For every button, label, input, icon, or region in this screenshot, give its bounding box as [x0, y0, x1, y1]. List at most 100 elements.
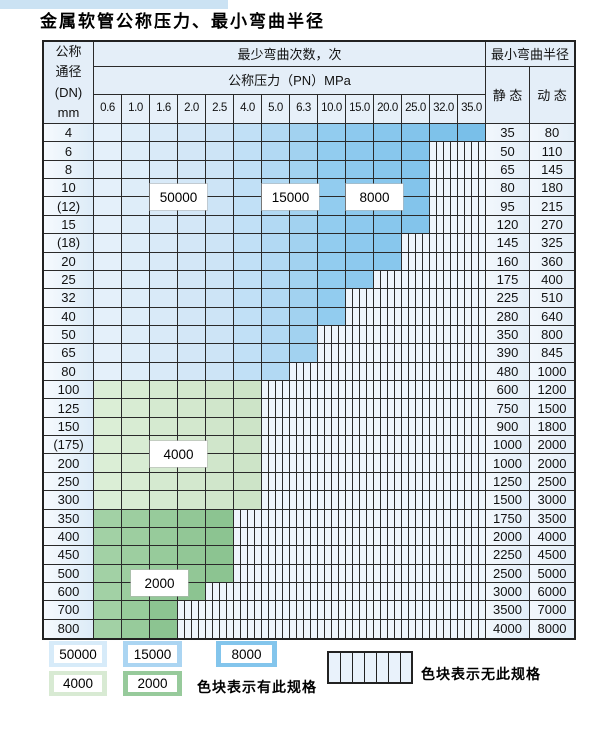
pn-available-cell	[122, 160, 150, 180]
pn-available-cell	[94, 472, 122, 492]
pn-available-cell	[122, 179, 150, 198]
pn-available-cell	[402, 142, 430, 161]
pn-no-spec-cell	[346, 527, 374, 547]
pn-available-cell	[94, 307, 122, 326]
static-radius-cell: 225	[486, 289, 530, 308]
pn-available-cell	[94, 325, 122, 345]
dynamic-radius-cell: 80	[530, 124, 574, 143]
pn-available-cell	[346, 252, 374, 271]
pn-no-spec-cell	[374, 289, 402, 308]
dn-column-header: 公称 通径 (DN) mm	[44, 42, 94, 124]
legend-swatch-label: 50000	[54, 645, 102, 663]
pn-available-cell	[290, 325, 318, 345]
pn-no-spec-cell	[318, 344, 346, 363]
pn-no-spec-cell	[206, 582, 234, 602]
pn-available-cell	[234, 381, 262, 400]
pn-available-cell	[122, 124, 150, 143]
static-radius-cell: 390	[486, 344, 530, 363]
pn-no-spec-cell	[458, 399, 486, 418]
pn-col-header: 0.6	[94, 95, 122, 124]
pn-available-cell	[178, 344, 206, 363]
pn-no-spec-cell	[402, 307, 430, 326]
pn-no-spec-cell	[206, 601, 234, 620]
pn-no-spec-cell	[262, 454, 290, 473]
pn-available-cell	[150, 215, 178, 235]
pn-available-cell	[122, 252, 150, 271]
pn-no-spec-cell	[430, 601, 458, 620]
pn-no-spec-cell	[430, 509, 458, 528]
pn-available-cell	[290, 142, 318, 161]
dn-cell: 700	[44, 601, 94, 620]
pn-no-spec-cell	[430, 289, 458, 308]
pn-available-cell	[122, 215, 150, 235]
pn-available-cell	[206, 399, 234, 418]
pn-available-cell	[234, 179, 262, 198]
pn-col-header: 32.0	[430, 95, 458, 124]
pn-available-cell	[94, 509, 122, 528]
pn-no-spec-cell	[290, 399, 318, 418]
pn-no-spec-cell	[458, 362, 486, 381]
pn-no-spec-cell	[346, 417, 374, 437]
pn-available-cell	[122, 417, 150, 437]
pn-no-spec-cell	[402, 234, 430, 253]
pn-available-cell	[206, 124, 234, 143]
pn-no-spec-cell	[458, 270, 486, 290]
pn-no-spec-cell	[430, 399, 458, 418]
pn-available-cell	[178, 491, 206, 510]
pn-available-cell	[178, 160, 206, 180]
pn-no-spec-cell	[262, 546, 290, 565]
pn-no-spec-cell	[458, 160, 486, 180]
dynamic-radius-cell: 1500	[530, 399, 574, 418]
pn-available-cell	[234, 252, 262, 271]
pn-available-cell	[178, 142, 206, 161]
pn-available-cell	[150, 472, 178, 492]
pn-available-cell	[178, 234, 206, 253]
pn-available-cell	[122, 546, 150, 565]
pn-no-spec-cell	[458, 307, 486, 326]
pn-no-spec-cell	[402, 381, 430, 400]
pn-available-cell	[262, 215, 290, 235]
legend-swatch-label: 2000	[128, 675, 177, 692]
pn-no-spec-cell	[290, 527, 318, 547]
pn-no-spec-cell	[402, 601, 430, 620]
pn-available-cell	[178, 124, 206, 143]
pn-available-cell	[94, 124, 122, 143]
pn-available-cell	[94, 362, 122, 381]
pn-available-cell	[234, 399, 262, 418]
pn-available-cell	[178, 270, 206, 290]
pn-available-cell	[234, 307, 262, 326]
static-radius-cell: 3500	[486, 601, 530, 620]
pn-available-cell	[206, 527, 234, 547]
pn-available-cell	[262, 142, 290, 161]
pn-no-spec-cell	[374, 325, 402, 345]
pn-no-spec-cell	[458, 454, 486, 473]
dynamic-radius-cell: 5000	[530, 564, 574, 583]
dynamic-radius-cell: 8000	[530, 619, 574, 638]
pn-no-spec-cell	[402, 362, 430, 381]
dynamic-radius-cell: 215	[530, 197, 574, 216]
pn-available-cell	[122, 270, 150, 290]
pn-no-spec-cell	[430, 234, 458, 253]
cycles-label-8000: 8000	[346, 184, 403, 210]
pn-available-cell	[122, 307, 150, 326]
pn-available-cell	[206, 160, 234, 180]
pn-available-cell	[374, 215, 402, 235]
legend-swatch-50000: 50000	[49, 641, 107, 667]
pn-col-header: 1.6	[150, 95, 178, 124]
pn-col-header: 2.0	[178, 95, 206, 124]
pn-available-cell	[206, 252, 234, 271]
pn-available-cell	[150, 527, 178, 547]
pn-no-spec-cell	[262, 619, 290, 638]
dynamic-radius-cell: 1000	[530, 362, 574, 381]
static-radius-cell: 350	[486, 325, 530, 345]
pn-available-cell	[290, 289, 318, 308]
dynamic-radius-cell: 145	[530, 160, 574, 180]
pn-available-cell	[206, 344, 234, 363]
bend-cycles-header: 最少弯曲次数，次	[94, 42, 486, 67]
pn-no-spec-cell	[374, 582, 402, 602]
pn-no-spec-cell	[346, 582, 374, 602]
dn-cell: 20	[44, 252, 94, 271]
pn-no-spec-cell	[402, 619, 430, 638]
pn-available-cell	[206, 179, 234, 198]
pn-available-cell	[262, 325, 290, 345]
